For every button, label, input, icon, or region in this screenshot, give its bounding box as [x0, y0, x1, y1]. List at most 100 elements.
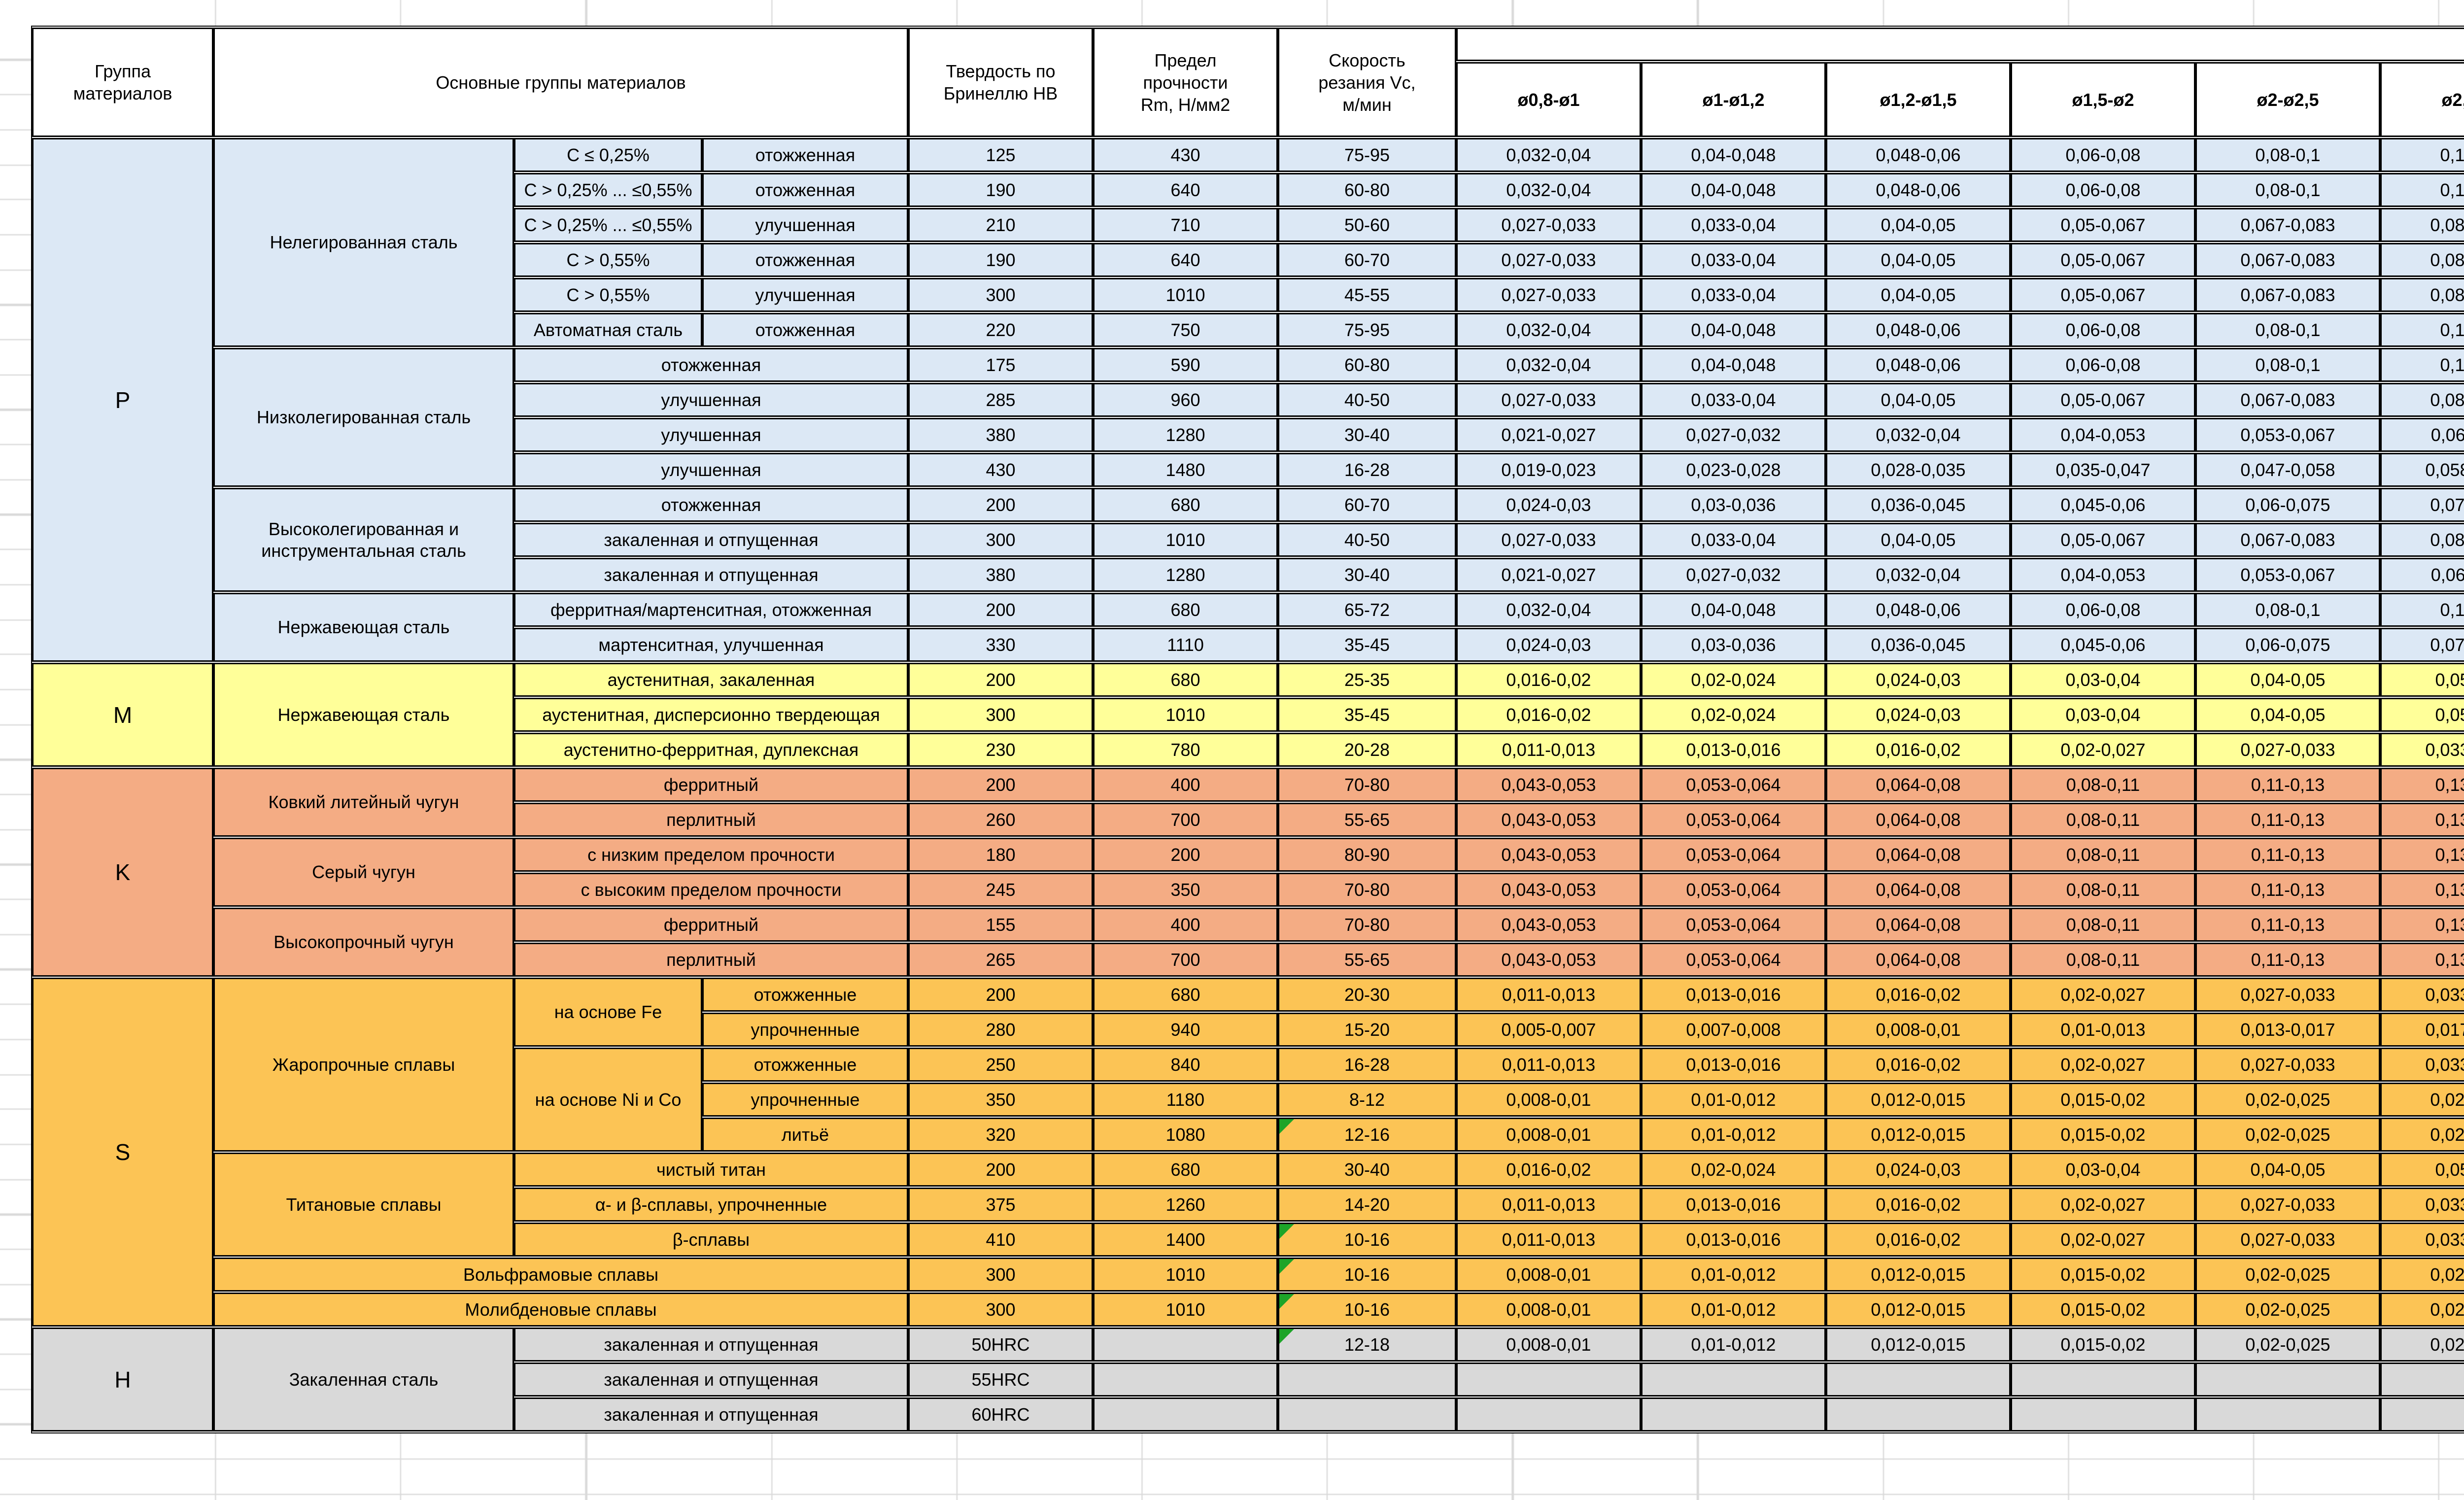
feed-cell[interactable]: 0,13-0,21: [2380, 838, 2464, 872]
feed-cell[interactable]: 0,036-0,045: [1826, 628, 2011, 662]
feed-cell[interactable]: 0,01-0,012: [1641, 1083, 1826, 1117]
feed-cell[interactable]: 0,027-0,033: [1456, 208, 1641, 242]
feed-cell[interactable]: 0,027-0,033: [2195, 1223, 2380, 1257]
vc-cell[interactable]: 70-80: [1278, 908, 1456, 942]
feed-cell[interactable]: 0,019-0,023: [1456, 453, 1641, 487]
feed-cell[interactable]: 0,024-0,03: [1826, 698, 2011, 732]
feed-cell[interactable]: 0,05-0,08: [2380, 663, 2464, 697]
vc-cell[interactable]: 40-50: [1278, 383, 1456, 417]
feed-cell[interactable]: 0,013-0,016: [1641, 1048, 1826, 1082]
feed-cell[interactable]: 0,013-0,016: [1641, 733, 1826, 767]
feed-cell[interactable]: 0,045-0,06: [2011, 628, 2195, 662]
feed-cell[interactable]: 0,053-0,064: [1641, 873, 1826, 907]
feed-cell[interactable]: 0,032-0,04: [1826, 558, 2011, 592]
feed-cell[interactable]: 0,02-0,025: [2195, 1083, 2380, 1117]
feed-cell[interactable]: [2380, 1363, 2464, 1397]
feed-cell[interactable]: 0,013-0,016: [1641, 1188, 1826, 1222]
feed-cell[interactable]: 0,11-0,13: [2195, 768, 2380, 802]
feed-cell[interactable]: 0,11-0,13: [2195, 908, 2380, 942]
feed-cell[interactable]: 0,024-0,03: [1826, 663, 2011, 697]
feed-cell[interactable]: 0,015-0,02: [2011, 1293, 2195, 1327]
hb-cell[interactable]: 200: [908, 978, 1093, 1012]
feed-cell[interactable]: 0,033-0,04: [1641, 243, 1826, 277]
feed-cell[interactable]: [1641, 1363, 1826, 1397]
hb-cell[interactable]: 300: [908, 698, 1093, 732]
hb-cell[interactable]: 350: [908, 1083, 1093, 1117]
vc-cell[interactable]: 10-16: [1278, 1223, 1456, 1257]
feed-cell[interactable]: 0,08-0,1: [2195, 313, 2380, 347]
feed-cell[interactable]: 0,06-0,075: [2195, 488, 2380, 522]
material-sub-cell[interactable]: C > 0,55%: [514, 278, 702, 312]
feed-cell[interactable]: 0,032-0,04: [1456, 313, 1641, 347]
feed-cell[interactable]: 0,064-0,08: [1826, 803, 2011, 837]
material-sub-cell[interactable]: литьё: [702, 1118, 908, 1152]
feed-cell[interactable]: 0,008-0,01: [1456, 1293, 1641, 1327]
vc-cell[interactable]: 45-55: [1278, 278, 1456, 312]
material-sub-cell[interactable]: на основе Ni и Co: [514, 1048, 702, 1152]
feed-cell[interactable]: 0,024-0,03: [1456, 488, 1641, 522]
feed-cell[interactable]: 0,01-0,012: [1641, 1328, 1826, 1362]
vc-cell[interactable]: 60-70: [1278, 243, 1456, 277]
group-code-cell[interactable]: H: [32, 1328, 213, 1432]
feed-cell[interactable]: 0,012-0,015: [1826, 1258, 2011, 1292]
rm-cell[interactable]: 1400: [1093, 1223, 1278, 1257]
material-sub-cell[interactable]: упрочненные: [702, 1083, 908, 1117]
hb-cell[interactable]: 60HRC: [908, 1398, 1093, 1432]
feed-cell[interactable]: 0,033-0,053: [2380, 1048, 2464, 1082]
feed-cell[interactable]: 0,025-0,04: [2380, 1293, 2464, 1327]
feed-cell[interactable]: 0,02-0,027: [2011, 1188, 2195, 1222]
material-sub-cell[interactable]: отожженная: [702, 243, 908, 277]
feed-cell[interactable]: 0,06-0,08: [2011, 593, 2195, 627]
feed-cell[interactable]: 0,011-0,013: [1456, 1223, 1641, 1257]
feed-cell[interactable]: 0,064-0,08: [1826, 838, 2011, 872]
material-group-cell[interactable]: Серый чугун: [213, 838, 514, 907]
material-sub-cell[interactable]: перлитный: [514, 803, 908, 837]
feed-cell[interactable]: 0,08-0,11: [2011, 803, 2195, 837]
feed-cell[interactable]: 0,03-0,04: [2011, 698, 2195, 732]
feed-cell[interactable]: 0,08-0,11: [2011, 873, 2195, 907]
vc-cell[interactable]: 16-28: [1278, 453, 1456, 487]
hb-cell[interactable]: 230: [908, 733, 1093, 767]
feed-cell[interactable]: 0,033-0,04: [1641, 278, 1826, 312]
material-sub-cell[interactable]: ферритная/мартенситная, отожженная: [514, 593, 908, 627]
vc-cell[interactable]: 30-40: [1278, 418, 1456, 452]
material-sub-cell[interactable]: отожженная: [702, 138, 908, 172]
rm-cell[interactable]: 1280: [1093, 418, 1278, 452]
vc-cell[interactable]: 8-12: [1278, 1083, 1456, 1117]
feed-cell[interactable]: 0,032-0,04: [1456, 138, 1641, 172]
feed-cell[interactable]: 0,11-0,13: [2195, 803, 2380, 837]
vc-cell[interactable]: 15-20: [1278, 1013, 1456, 1047]
material-sub-cell[interactable]: отожженная: [702, 173, 908, 207]
rm-cell[interactable]: 680: [1093, 663, 1278, 697]
feed-cell[interactable]: 0,025-0,04: [2380, 1118, 2464, 1152]
feed-cell[interactable]: 0,053-0,064: [1641, 768, 1826, 802]
feed-cell[interactable]: 0,033-0,053: [2380, 978, 2464, 1012]
feed-cell[interactable]: 0,03-0,036: [1641, 488, 1826, 522]
rm-cell[interactable]: 1480: [1093, 453, 1278, 487]
hb-cell[interactable]: 300: [908, 1293, 1093, 1327]
rm-cell[interactable]: 1010: [1093, 1293, 1278, 1327]
hb-cell[interactable]: 125: [908, 138, 1093, 172]
feed-cell[interactable]: 0,032-0,04: [1456, 348, 1641, 382]
hb-cell[interactable]: 155: [908, 908, 1093, 942]
vc-cell[interactable]: 40-50: [1278, 523, 1456, 557]
feed-cell[interactable]: 0,01-0,012: [1641, 1118, 1826, 1152]
hb-cell[interactable]: 320: [908, 1118, 1093, 1152]
feed-cell[interactable]: [2011, 1398, 2195, 1432]
feed-cell[interactable]: 0,067-0,11: [2380, 558, 2464, 592]
feed-cell[interactable]: 0,015-0,02: [2011, 1083, 2195, 1117]
feed-cell[interactable]: 0,13-0,21: [2380, 768, 2464, 802]
feed-cell[interactable]: 0,027-0,033: [1456, 523, 1641, 557]
feed-cell[interactable]: [2195, 1398, 2380, 1432]
material-group-cell[interactable]: Высокопрочный чугун: [213, 908, 514, 977]
rm-cell[interactable]: 1080: [1093, 1118, 1278, 1152]
material-sub-cell[interactable]: улучшенная: [702, 278, 908, 312]
material-sub-cell[interactable]: упрочненные: [702, 1013, 908, 1047]
rm-cell[interactable]: 1010: [1093, 698, 1278, 732]
feed-cell[interactable]: 0,04-0,05: [1826, 243, 2011, 277]
hb-cell[interactable]: 55HRC: [908, 1363, 1093, 1397]
feed-cell[interactable]: 0,05-0,08: [2380, 1153, 2464, 1187]
material-sub-cell[interactable]: C > 0,25% ... ≤0,55%: [514, 208, 702, 242]
feed-cell[interactable]: [1641, 1398, 1826, 1432]
rm-cell[interactable]: 700: [1093, 803, 1278, 837]
